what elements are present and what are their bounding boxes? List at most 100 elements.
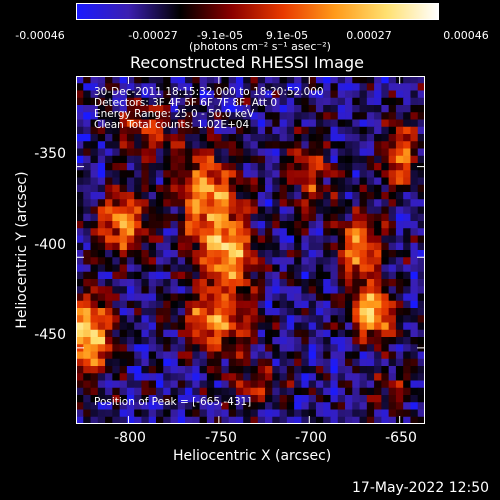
heatmap-cell [359,308,368,316]
heatmap-cell [381,279,390,287]
heatmap-cell [199,213,208,222]
heatmap-cell [323,141,332,150]
heatmap-cell [315,90,324,99]
heatmap-cell [359,221,368,229]
heatmap-cell [337,155,346,164]
heatmap-cell [97,337,106,345]
heatmap-cell [410,395,419,403]
heatmap-cell [359,293,368,302]
heatmap-cell [374,163,382,171]
heatmap-cell [199,184,208,193]
heatmap-cell [352,351,361,360]
heatmap-cell [76,380,84,389]
heatmap-cell [148,279,157,287]
heatmap-cell [155,134,164,142]
heatmap-cell [417,279,425,287]
heatmap-cell [323,300,332,309]
heatmap-cell [337,105,346,113]
heatmap-cell [155,228,164,237]
heatmap-cell [192,170,201,179]
heatmap-cell [395,148,404,157]
heatmap-cell [294,221,302,229]
heatmap-cell [286,351,295,360]
heatmap-cell [272,380,281,389]
heatmap-cell [134,112,143,121]
heatmap-cell [286,402,295,411]
heatmap-cell [272,177,281,186]
heatmap-cell [112,373,121,382]
heatmap-cell [235,126,244,135]
heatmap-cell [119,148,128,157]
heatmap-cell [272,126,281,135]
heatmap-cell [228,83,237,92]
heatmap-cell [235,119,244,128]
heatmap-cell [112,141,121,150]
heatmap-cell [279,213,288,222]
heatmap-cell [257,221,266,229]
heatmap-cell [323,199,332,208]
heatmap-cell [119,337,128,345]
heatmap-cell [417,387,425,396]
heatmap-cell [381,155,390,164]
heatmap-cell [221,177,230,186]
heatmap-cell [228,199,237,208]
heatmap-cell [286,170,295,179]
heatmap-cell [83,177,92,186]
heatmap-cell [381,300,390,309]
heatmap-cell [352,387,361,396]
heatmap-cell [381,293,390,302]
heatmap-cell [177,329,186,338]
heatmap-cell [323,293,332,302]
heatmap-cell [97,257,106,266]
heatmap-cell [206,192,215,200]
heatmap-cell [155,235,164,244]
heatmap-cell [352,177,361,186]
heatmap-cell [199,300,208,309]
heatmap-cell [235,148,244,157]
heatmap-cell [403,402,412,411]
heatmap-cell [148,308,157,316]
heatmap-cell [105,76,113,84]
heatmap-cell [126,416,135,424]
heatmap-cell [374,134,382,142]
heatmap-cell [308,184,317,193]
heatmap-cell [257,366,266,374]
heatmap-cell [345,112,353,121]
heatmap-cell [417,134,425,142]
heatmap-cell [374,416,382,424]
heatmap-cell [279,177,288,186]
heatmap-cell [206,170,215,179]
heatmap-cell [345,286,353,295]
heatmap-cell [206,119,215,128]
heatmap-cell [170,329,179,338]
heatmap-cell [257,300,266,309]
heatmap-cell [294,322,302,331]
heatmap-cell [323,373,332,382]
heatmap-cell [243,184,252,193]
heatmap-cell [141,366,150,374]
heatmap-cell [294,90,302,99]
heatmap-cell [308,402,317,411]
heatmap-cell [279,83,288,92]
heatmap-cell [381,76,390,84]
heatmap-cell [83,76,92,84]
heatmap-cell [221,286,230,295]
heatmap-cell [315,286,324,295]
heatmap-cell [185,90,193,99]
heatmap-cell [155,170,164,179]
heatmap-cell [374,409,382,418]
heatmap-cell [105,213,113,222]
heatmap-cell [221,395,230,403]
heatmap-cell [221,228,230,237]
heatmap-cell [185,250,193,258]
heatmap-cell [388,148,397,157]
heatmap-cell [90,112,99,121]
heatmap-cell [352,148,361,157]
heatmap-cell [374,105,382,113]
heatmap-cell [119,344,128,353]
heatmap-cell [403,279,412,287]
heatmap-cell [279,380,288,389]
heatmap-cell [243,402,252,411]
heatmap-cell [352,213,361,222]
heatmap-cell [185,308,193,316]
